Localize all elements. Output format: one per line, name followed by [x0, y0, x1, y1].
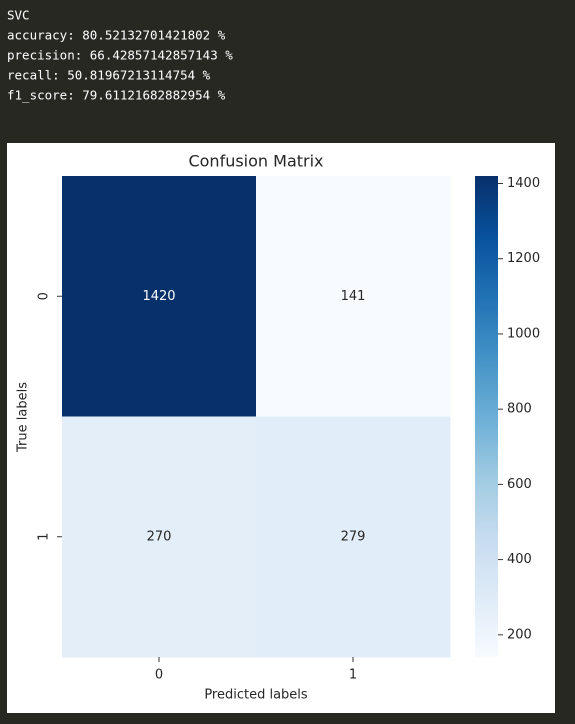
- colorbar-tick-label: 1000: [507, 326, 540, 341]
- output-line: recall: 50.81967213114754 %: [7, 68, 211, 83]
- output-line: SVC: [7, 8, 30, 23]
- colorbar-tick-label: 400: [507, 552, 532, 567]
- heatmap-cell: [62, 416, 257, 658]
- output-line: precision: 66.42857142857143 %: [7, 48, 233, 63]
- colorbar-tick-label: 200: [507, 627, 532, 642]
- colorbar: [475, 176, 498, 657]
- heatmap-cell: [256, 176, 451, 417]
- x-axis-label: Predicted labels: [204, 688, 308, 703]
- colorbar-tick-label: 1400: [507, 176, 540, 191]
- output-line: f1_score: 79.61121682882954 %: [7, 88, 226, 103]
- heatmap-cell: [62, 176, 257, 417]
- y-tick-label: 0: [37, 292, 52, 300]
- chart-title: Confusion Matrix: [188, 152, 323, 171]
- colorbar-tick-label: 600: [507, 477, 532, 492]
- x-tick-label: 1: [349, 668, 357, 683]
- y-axis-label: True labels: [16, 382, 31, 453]
- x-tick-label: 0: [155, 668, 163, 683]
- cell-label: 279: [341, 529, 366, 544]
- heatmap-cell: [256, 416, 451, 658]
- colorbar-tick-label: 800: [507, 402, 532, 417]
- y-tick-label: 1: [37, 533, 52, 541]
- cell-label: 141: [341, 289, 366, 304]
- output-line: accuracy: 80.52132701421802 %: [7, 28, 226, 43]
- colorbar-tick-label: 1200: [507, 251, 540, 266]
- cell-label: 270: [147, 529, 172, 544]
- cell-label: 1420: [142, 289, 175, 304]
